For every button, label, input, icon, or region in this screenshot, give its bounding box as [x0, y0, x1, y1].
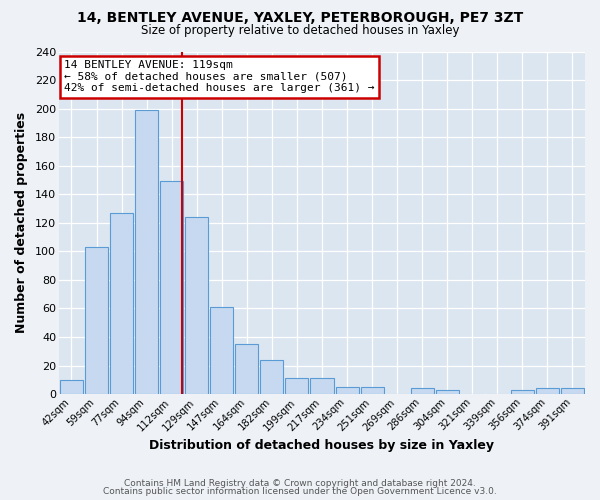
Text: Size of property relative to detached houses in Yaxley: Size of property relative to detached ho… — [141, 24, 459, 37]
Text: 14 BENTLEY AVENUE: 119sqm
← 58% of detached houses are smaller (507)
42% of semi: 14 BENTLEY AVENUE: 119sqm ← 58% of detac… — [64, 60, 375, 94]
Bar — [436, 390, 459, 394]
Text: Contains HM Land Registry data © Crown copyright and database right 2024.: Contains HM Land Registry data © Crown c… — [124, 479, 476, 488]
Bar — [60, 380, 83, 394]
Bar — [511, 390, 534, 394]
Bar — [110, 213, 133, 394]
Text: 14, BENTLEY AVENUE, YAXLEY, PETERBOROUGH, PE7 3ZT: 14, BENTLEY AVENUE, YAXLEY, PETERBOROUGH… — [77, 11, 523, 25]
Bar — [85, 247, 108, 394]
Bar — [361, 387, 383, 394]
Y-axis label: Number of detached properties: Number of detached properties — [15, 112, 28, 334]
Bar — [210, 307, 233, 394]
Bar — [235, 344, 259, 394]
X-axis label: Distribution of detached houses by size in Yaxley: Distribution of detached houses by size … — [149, 440, 494, 452]
Bar — [536, 388, 559, 394]
Bar — [260, 360, 283, 394]
Bar — [185, 217, 208, 394]
Bar — [561, 388, 584, 394]
Bar — [286, 378, 308, 394]
Text: Contains public sector information licensed under the Open Government Licence v3: Contains public sector information licen… — [103, 487, 497, 496]
Bar — [135, 110, 158, 394]
Bar — [335, 387, 359, 394]
Bar — [410, 388, 434, 394]
Bar — [310, 378, 334, 394]
Bar — [160, 182, 183, 394]
